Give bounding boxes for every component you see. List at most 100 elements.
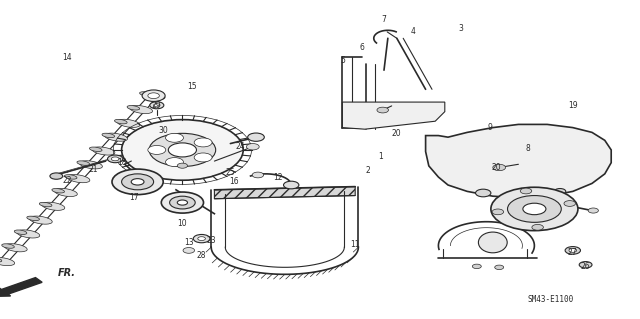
Text: 15: 15: [187, 82, 197, 91]
Ellipse shape: [54, 189, 77, 197]
Text: 28: 28: [197, 251, 206, 260]
Circle shape: [520, 188, 532, 194]
Circle shape: [150, 102, 164, 109]
Circle shape: [554, 201, 566, 207]
Circle shape: [569, 249, 577, 252]
Ellipse shape: [0, 257, 15, 266]
Ellipse shape: [92, 147, 115, 155]
Text: SM43-E1100: SM43-E1100: [527, 295, 573, 304]
Text: 10: 10: [177, 219, 188, 228]
Text: 1: 1: [378, 152, 383, 161]
Circle shape: [377, 107, 388, 113]
Ellipse shape: [39, 202, 52, 207]
Text: 2: 2: [365, 166, 371, 175]
Ellipse shape: [90, 147, 102, 152]
Text: 3: 3: [458, 24, 463, 33]
Text: 27: 27: [568, 248, 578, 256]
Circle shape: [131, 179, 144, 185]
Text: 18: 18: [117, 158, 126, 167]
Circle shape: [564, 201, 575, 206]
Circle shape: [149, 133, 216, 167]
FancyArrow shape: [0, 278, 42, 296]
Text: 6: 6: [359, 43, 364, 52]
Ellipse shape: [65, 175, 77, 179]
Text: 9: 9: [487, 123, 492, 132]
Text: FR.: FR.: [58, 268, 76, 278]
Ellipse shape: [115, 119, 127, 124]
Circle shape: [588, 208, 598, 213]
Circle shape: [472, 264, 481, 269]
Text: 4: 4: [410, 27, 415, 36]
Circle shape: [476, 189, 491, 197]
Ellipse shape: [67, 174, 90, 183]
Circle shape: [554, 189, 566, 194]
Circle shape: [194, 153, 212, 162]
Polygon shape: [342, 102, 445, 129]
Ellipse shape: [79, 161, 102, 169]
Circle shape: [246, 144, 259, 150]
Circle shape: [248, 133, 264, 141]
Circle shape: [142, 90, 165, 101]
Text: 17: 17: [129, 193, 140, 202]
Circle shape: [50, 173, 63, 179]
Text: 25: 25: [225, 168, 236, 177]
Circle shape: [492, 209, 504, 215]
Circle shape: [495, 265, 504, 270]
Ellipse shape: [42, 202, 65, 210]
Circle shape: [170, 196, 195, 209]
Circle shape: [148, 145, 166, 154]
Polygon shape: [214, 187, 355, 199]
Circle shape: [177, 163, 188, 168]
Text: 14: 14: [62, 53, 72, 62]
Text: 11: 11: [351, 240, 360, 249]
Circle shape: [161, 192, 204, 213]
Circle shape: [491, 187, 578, 231]
Ellipse shape: [140, 92, 152, 96]
Circle shape: [194, 138, 212, 147]
Circle shape: [183, 248, 195, 253]
Ellipse shape: [479, 232, 508, 253]
Text: 8: 8: [525, 144, 531, 153]
Ellipse shape: [130, 106, 152, 114]
Text: 19: 19: [568, 101, 578, 110]
Circle shape: [198, 237, 205, 241]
Text: 30: 30: [158, 126, 168, 135]
Circle shape: [122, 174, 154, 190]
Ellipse shape: [117, 119, 140, 127]
Ellipse shape: [127, 106, 140, 110]
Circle shape: [565, 247, 580, 254]
Circle shape: [154, 104, 160, 107]
Text: 21: 21: [88, 165, 97, 174]
Circle shape: [166, 133, 184, 142]
Ellipse shape: [52, 189, 65, 193]
Text: 23: 23: [206, 236, 216, 245]
Ellipse shape: [104, 133, 127, 141]
Ellipse shape: [17, 230, 40, 238]
Circle shape: [252, 172, 264, 178]
Ellipse shape: [77, 161, 90, 165]
Circle shape: [166, 158, 184, 167]
Ellipse shape: [29, 216, 52, 224]
Circle shape: [108, 155, 123, 163]
Ellipse shape: [102, 133, 115, 138]
Circle shape: [111, 157, 119, 161]
Text: 24: 24: [235, 142, 245, 151]
Ellipse shape: [14, 230, 27, 234]
Ellipse shape: [0, 258, 2, 262]
Circle shape: [508, 196, 561, 222]
Text: 20: 20: [491, 163, 501, 172]
Circle shape: [284, 181, 299, 189]
Circle shape: [177, 200, 188, 205]
Ellipse shape: [4, 244, 27, 252]
Text: 13: 13: [184, 238, 194, 247]
Text: 5: 5: [340, 56, 345, 65]
Ellipse shape: [142, 92, 165, 100]
Polygon shape: [426, 124, 611, 198]
Circle shape: [193, 234, 210, 243]
Text: 7: 7: [381, 15, 387, 24]
Circle shape: [532, 225, 543, 230]
Text: 22: 22: [63, 176, 72, 185]
Ellipse shape: [27, 216, 40, 221]
Text: 26: 26: [580, 262, 591, 271]
Text: 16: 16: [228, 177, 239, 186]
